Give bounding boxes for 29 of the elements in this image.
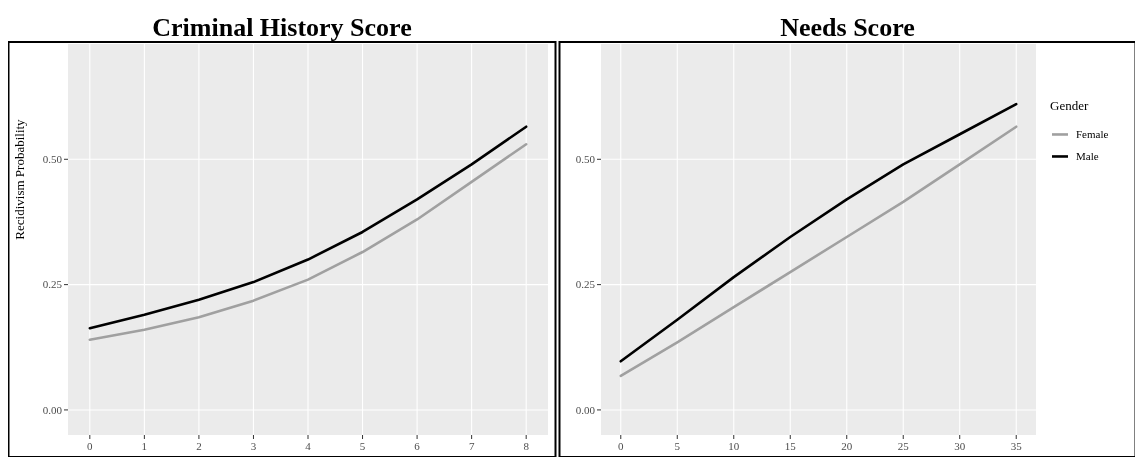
legend-title: Gender <box>1050 98 1089 114</box>
x-tick-label: 5 <box>674 440 681 452</box>
x-tick-label: 6 <box>414 440 421 452</box>
x-tick-label: 10 <box>728 440 740 452</box>
x-tick-label: 7 <box>468 440 475 452</box>
y-tick-label: 0.25 <box>42 278 63 291</box>
y-tick-label: 0.25 <box>575 278 596 291</box>
y-tick-label: 0.00 <box>42 403 63 416</box>
x-tick-label: 0 <box>618 440 625 452</box>
x-tick-label: 8 <box>523 440 530 452</box>
chart-title: Needs Score <box>780 13 915 42</box>
x-tick-label: 15 <box>784 440 797 452</box>
x-tick-label: 20 <box>841 440 853 452</box>
y-tick-label: 0.50 <box>42 153 63 166</box>
x-tick-label: 3 <box>250 440 257 452</box>
x-tick-label: 2 <box>196 440 202 452</box>
x-tick-label: 25 <box>897 440 910 452</box>
x-tick-label: 5 <box>359 440 366 452</box>
x-tick-label: 35 <box>1010 440 1023 452</box>
y-axis-title: Recidivism Probability <box>12 118 27 240</box>
y-tick-label: 0.50 <box>575 153 596 166</box>
legend-label: Male <box>1076 150 1099 163</box>
x-tick-label: 1 <box>141 440 148 452</box>
y-tick-label: 0.00 <box>575 403 596 416</box>
x-tick-label: 0 <box>87 440 94 452</box>
chart-title: Criminal History Score <box>152 13 412 42</box>
x-tick-label: 30 <box>954 440 966 452</box>
x-tick-label: 4 <box>305 440 312 452</box>
legend-label: Female <box>1076 128 1109 141</box>
